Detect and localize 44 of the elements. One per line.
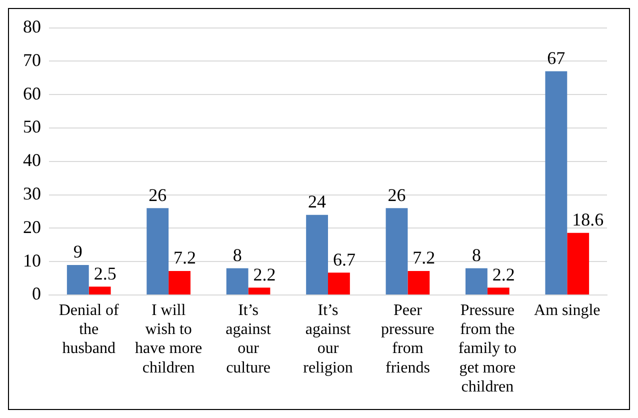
data-label: 18.6 [572,210,604,230]
data-label: 6.7 [332,249,356,270]
x-tick-label: It’s against our culture [226,302,272,376]
y-tick-label: 60 [23,83,41,104]
x-tick-label: Am single [534,302,600,319]
x-tick-label: Pressure from the family to get more children [458,302,517,396]
data-label: 2.2 [253,264,276,284]
bar [66,264,89,294]
data-label: 8 [472,245,481,266]
data-label: 26 [388,184,406,205]
bar [386,208,408,294]
bar [328,272,350,294]
data-label: 24 [308,192,326,212]
bar [567,232,590,294]
y-tick-label: 70 [23,50,41,70]
bar [168,270,190,294]
x-tick-label: I will wish to have more children [135,302,202,376]
y-tick-label: 0 [32,284,41,304]
data-label: 26 [148,184,167,205]
data-label: 67 [547,48,566,68]
data-label: 9 [73,242,82,262]
bar [545,71,568,294]
data-label: 2.2 [492,264,515,284]
bar [226,268,248,294]
data-label: 2.5 [94,263,116,284]
y-tick-label: 20 [23,216,41,237]
x-tick-label: Peer pressure from friends [381,302,434,376]
data-label: 8 [232,245,242,266]
bar [88,286,111,294]
y-tick-label: 50 [23,116,41,137]
x-tick-label: Denial of the husband [58,302,120,358]
y-tick-label: 10 [23,250,41,270]
bar [146,208,169,294]
bar [487,288,510,294]
y-tick-label: 30 [23,184,41,204]
bar [306,214,328,294]
data-label: 7.2 [174,248,196,268]
bar [466,268,488,294]
data-label: 7.2 [412,248,436,268]
bar [408,270,430,294]
x-tick-label: It’s against our religion [303,302,353,376]
y-tick-label: 80 [23,16,41,37]
bar [248,288,270,294]
y-tick-label: 40 [23,150,41,170]
